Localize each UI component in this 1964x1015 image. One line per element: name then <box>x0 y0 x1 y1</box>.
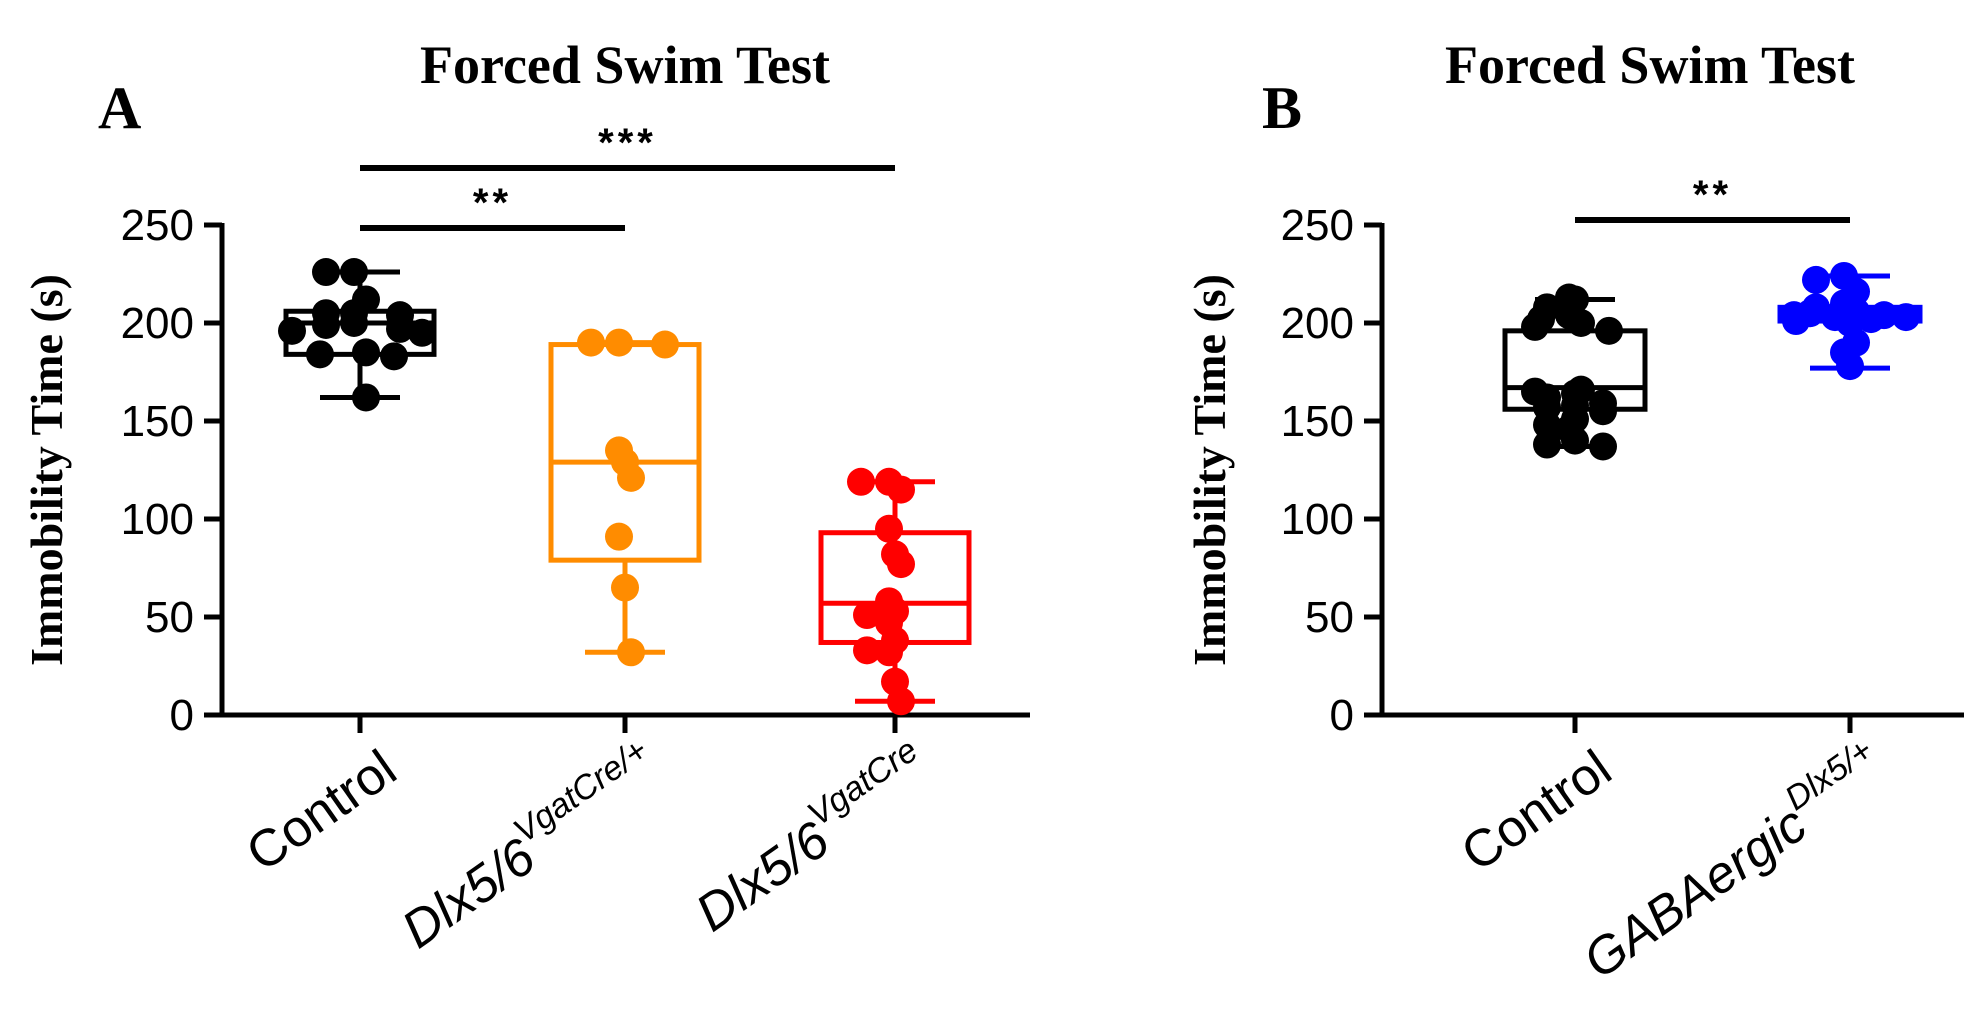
data-point <box>1892 303 1920 332</box>
y-axis-label: Immobility Time (s) <box>21 274 72 666</box>
data-point <box>847 467 875 496</box>
data-point <box>1836 352 1864 381</box>
y-tick-label: 50 <box>145 593 194 642</box>
data-point <box>278 316 306 345</box>
category-label-superscript: VgatCre <box>801 731 925 834</box>
data-point <box>887 475 915 504</box>
y-axis-label: Immobility Time (s) <box>1184 274 1235 666</box>
y-tick-label: 0 <box>170 691 194 740</box>
data-point <box>875 514 903 543</box>
data-point <box>1533 430 1561 459</box>
data-point <box>887 687 915 716</box>
data-point <box>1561 426 1589 455</box>
data-point <box>853 636 881 665</box>
y-tick-label: 0 <box>1330 691 1354 740</box>
data-point <box>1533 410 1561 439</box>
data-point <box>340 309 368 337</box>
data-point <box>1589 432 1617 461</box>
series-2 <box>818 467 972 716</box>
y-tick-label: 50 <box>1305 593 1354 642</box>
data-point <box>306 340 334 369</box>
data-point <box>408 318 436 347</box>
y-tick-label: 100 <box>121 495 194 544</box>
category-label-main: Control <box>236 739 407 883</box>
y-tick-label: 200 <box>121 299 194 348</box>
category-label: Dlx5/6VgatCre <box>680 731 942 943</box>
data-point <box>312 310 340 339</box>
category-label: Dlx5/6VgatCre/+ <box>386 731 672 960</box>
data-point <box>617 638 645 667</box>
category-label-superscript: VgatCre/+ <box>507 731 655 850</box>
data-point <box>1589 397 1617 426</box>
data-point <box>611 573 639 602</box>
data-point <box>312 258 340 287</box>
data-point <box>1595 316 1623 345</box>
significance-label: ** <box>473 181 512 225</box>
category-label: Control <box>1451 739 1622 883</box>
data-point <box>1802 265 1830 294</box>
significance-label: ** <box>1693 173 1732 217</box>
category-label-main: Control <box>1451 739 1622 883</box>
category-label: GABAergicDlx5/+ <box>1567 731 1896 990</box>
series-0 <box>1502 283 1648 461</box>
data-point <box>605 522 633 551</box>
data-point <box>617 463 645 492</box>
panel-letter: A <box>98 75 141 141</box>
category-label-main: Dlx5/6 <box>686 811 840 943</box>
chart-title: Forced Swim Test <box>420 35 830 95</box>
y-tick-label: 200 <box>1281 299 1354 348</box>
data-point <box>605 328 633 357</box>
data-point <box>1521 312 1549 341</box>
y-tick-label: 150 <box>1281 397 1354 446</box>
data-point <box>1857 305 1885 334</box>
panel-letter: B <box>1262 75 1302 141</box>
significance-label: *** <box>598 121 657 165</box>
data-point <box>380 342 408 371</box>
data-point <box>1567 309 1595 337</box>
y-tick-label: 100 <box>1281 495 1354 544</box>
series-0 <box>278 258 437 412</box>
panel-a: Forced Swim Test A Immobility Time (s) 0 50 1… <box>21 35 1030 960</box>
data-point <box>887 550 915 579</box>
category-label: Control <box>236 739 407 883</box>
series-1 <box>548 328 702 667</box>
category-label-superscript: Dlx5/+ <box>1778 731 1880 818</box>
data-point <box>875 638 903 667</box>
category-label-main: Dlx5/6 <box>392 828 546 960</box>
data-point <box>577 328 605 357</box>
data-point <box>340 258 368 287</box>
data-point <box>1782 307 1810 336</box>
panel-b: Forced Swim Test B Immobility Time (s) 0 50 1… <box>1184 35 1964 990</box>
y-tick-label: 250 <box>121 201 194 250</box>
data-point <box>386 314 414 343</box>
chart-title: Forced Swim Test <box>1445 35 1855 95</box>
data-point <box>352 338 380 367</box>
series-1 <box>1777 261 1923 381</box>
y-tick-label: 250 <box>1281 201 1354 250</box>
y-tick-label: 150 <box>121 397 194 446</box>
data-point <box>352 383 380 412</box>
data-point <box>651 330 679 359</box>
data-point <box>853 601 881 630</box>
category-label-main: GABAergic <box>1573 795 1817 990</box>
